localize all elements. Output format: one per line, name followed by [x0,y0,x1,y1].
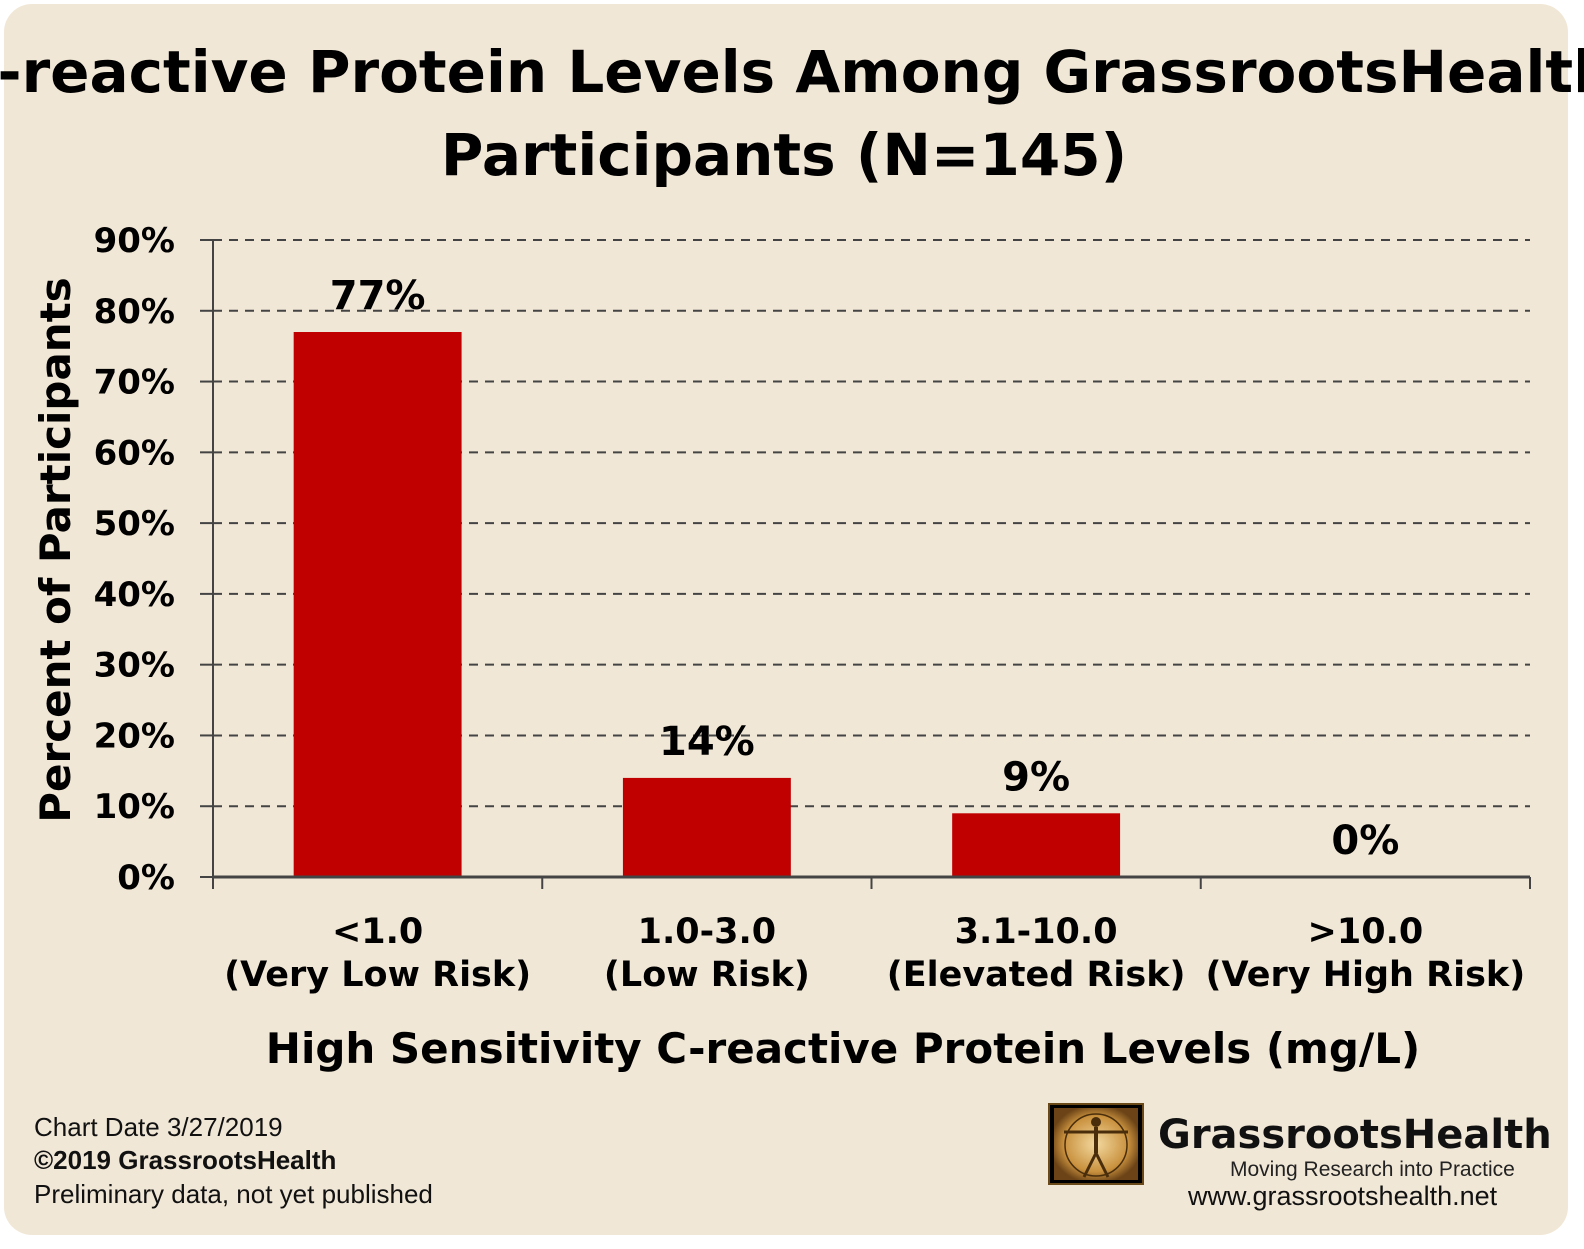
chart-title-line-1: C-reactive Protein Levels Among Grassroo… [0,38,1584,106]
brand-url: www.grassrootshealth.net [1188,1181,1498,1211]
y-tick-label: 50% [94,504,175,544]
chart-title-line-2: Participants (N=145) [441,121,1127,189]
y-tick-label: 10% [94,787,175,827]
category-label: <1.0 [332,912,423,952]
category-label: (Very Low Risk) [224,955,531,995]
chart-date: Chart Date 3/27/2019 [34,1112,283,1142]
data-label: 0% [1331,818,1399,864]
category-label: 3.1-10.0 [955,912,1118,952]
y-tick-label: 30% [94,646,175,686]
y-tick-label: 0% [117,858,175,898]
y-axis-ticks: 0% 10% 20% 30% 40% 50% 60% 70% 80% 90% [94,221,213,898]
brand-name: GrassrootsHealth [1158,1112,1552,1158]
y-axis-title: Percent of Participants [31,277,80,823]
y-tick-label: 40% [94,575,175,615]
category-label: 1.0-3.0 [638,912,777,952]
x-axis-title: High Sensitivity C-reactive Protein Leve… [266,1024,1420,1073]
y-tick-label: 20% [94,716,175,756]
category-label: (Very High Risk) [1206,955,1526,995]
data-label: 9% [1002,754,1070,800]
brand-tagline: Moving Research into Practice [1230,1158,1515,1181]
category-label: >10.0 [1308,912,1424,952]
category-label: (Elevated Risk) [887,955,1186,995]
x-axis-categories: <1.0(Very Low Risk) 1.0-3.0(Low Risk) 3.1-… [224,912,1525,995]
bar [622,777,791,877]
category-label: (Low Risk) [604,955,810,995]
bar [952,813,1121,877]
y-tick-label: 80% [94,292,175,332]
y-tick-label: 70% [94,363,175,403]
copyright: ©2019 GrassrootsHealth [34,1145,337,1175]
bar [293,332,462,877]
y-tick-label: 60% [94,433,175,473]
chart-card [4,4,1568,1235]
preliminary-note: Preliminary data, not yet published [34,1179,433,1209]
vitruvian-man-icon [1048,1103,1144,1185]
gridlines [213,239,1530,808]
data-label: 14% [659,719,755,765]
chart-title: C-reactive Protein Levels Among Grassroo… [0,38,1584,189]
data-labels: 77% 14% 9% 0% [330,273,1400,864]
bars [293,332,1121,877]
data-label: 77% [330,273,426,319]
y-tick-label: 90% [94,221,175,261]
axes [212,240,1531,889]
